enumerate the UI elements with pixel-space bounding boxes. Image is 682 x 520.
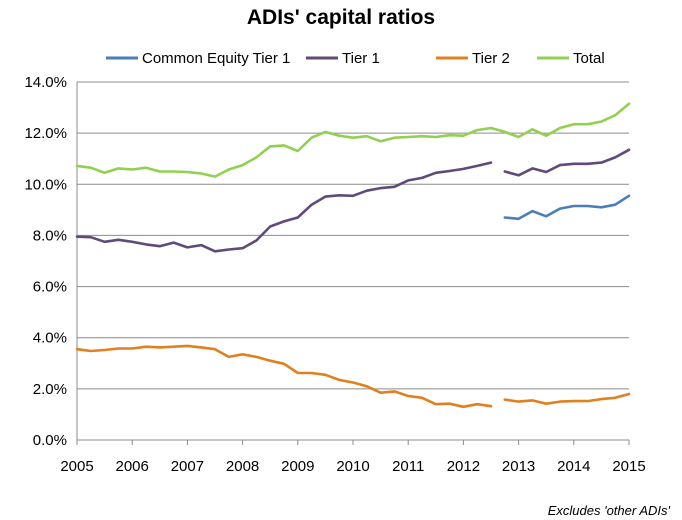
y-tick-label: 2.0% (33, 381, 67, 398)
y-tick-label: 10.0% (24, 176, 67, 193)
x-tick-label: 2013 (502, 458, 535, 475)
x-tick-label: 2007 (171, 458, 204, 475)
chart-title: ADIs' capital ratios (246, 6, 436, 29)
x-tick-label: 2012 (447, 458, 480, 475)
chart-footnote: Excludes 'other ADIs' (547, 503, 670, 518)
x-tick-label: 2006 (116, 458, 149, 475)
series-line-common-equity-tier-1 (503, 194, 631, 221)
legend-label-common-equity-tier-1: Common Equity Tier 1 (142, 50, 290, 67)
y-tick-label: 12.0% (24, 125, 67, 142)
legend-label-total: Total (573, 50, 605, 67)
x-tick-label: 2011 (392, 458, 424, 475)
y-tick-label: 14.0% (24, 74, 67, 91)
x-tick-label: 2015 (612, 458, 645, 475)
x-tick-label: 2005 (60, 458, 93, 475)
series-line-tier-1 (503, 148, 631, 177)
legend-label-tier-1: Tier 1 (342, 50, 380, 67)
x-tick-label: 2010 (336, 458, 369, 475)
x-tick-label: 2014 (557, 458, 590, 475)
series-line-tier-2 (75, 344, 493, 409)
series-line-total (75, 102, 631, 178)
legend-label-tier-2: Tier 2 (472, 50, 510, 67)
x-tick-label: 2008 (226, 458, 259, 475)
x-tick-label: 2009 (281, 458, 314, 475)
y-tick-label: 8.0% (33, 227, 67, 244)
y-tick-label: 0.0% (33, 432, 67, 449)
y-tick-label: 4.0% (33, 330, 67, 347)
series-line-tier-2 (503, 392, 631, 406)
y-tick-label: 6.0% (33, 279, 67, 296)
series-line-tier-1 (75, 161, 493, 253)
